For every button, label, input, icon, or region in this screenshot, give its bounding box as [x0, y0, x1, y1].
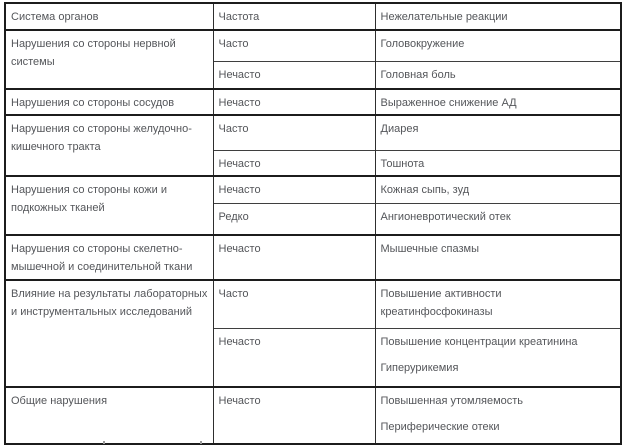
frequency-cell: Нечасто — [212, 328, 375, 387]
table-row: Нарушения со стороны нервной системы Част… — [4, 29, 621, 89]
organ-system-cell: Общие нарушения — [4, 385, 213, 444]
table-row: Влияние на результаты лабораторных и инс… — [4, 278, 621, 387]
frequency-cell: Часто — [212, 114, 375, 150]
frequency-cell: Часто — [212, 278, 375, 329]
reaction-text: Ангионевротический отек — [380, 211, 511, 223]
reactions-cell: Повышение активности креатинфосфокиназы — [374, 278, 621, 329]
reaction-text: Повышение активности креатинфосфокиназы — [380, 287, 502, 318]
table-row: Нечасто Головная боль — [5, 60, 621, 89]
clipped-glyph-mark — [200, 441, 202, 444]
clipped-glyph-mark — [103, 441, 105, 444]
reaction-text: Мышечные спазмы — [380, 242, 480, 255]
column-header-frequency: Частота — [212, 3, 375, 31]
frequency-cell: Редко — [212, 203, 375, 235]
reaction-text: Кожная сыпь, зуд — [380, 183, 470, 196]
reaction-text: Выраженное снижение АД — [380, 97, 517, 109]
adverse-reactions-table-container: Система органов Частота Нежелательные ре… — [4, 2, 622, 445]
table-row: Редко Ангионевротический отек — [5, 203, 621, 235]
reactions-cell: Повышение концентрации креатинина Гиперур… — [374, 328, 621, 387]
organ-system-cell: Влияние на результаты лабораторных и инс… — [4, 278, 213, 387]
clipped-text-remnant — [0, 441, 624, 445]
organ-system-cell: Нарушения со стороны кожи и подкожных тк… — [4, 174, 213, 235]
reactions-cell: Выраженное снижение АД — [374, 88, 621, 115]
frequency-cell: Нечасто — [212, 174, 375, 204]
reaction-text: Периферические отеки — [380, 420, 500, 433]
reactions-cell: Диарея — [374, 114, 621, 150]
column-header-organ-system: Система органов — [4, 3, 213, 31]
organ-system-cell: Нарушения со стороны скелетно-мышечной и… — [4, 233, 213, 280]
frequency-cell: Нечасто — [212, 385, 375, 444]
table-row: Нечасто Повышение концентрации креатинина… — [5, 328, 621, 387]
reaction-text: Повышенная утомляемость — [380, 394, 524, 407]
frequency-cell: Нечасто — [212, 149, 375, 176]
reactions-cell: Мышечные спазмы — [374, 233, 621, 280]
frequency-cell: Нечасто — [212, 88, 375, 115]
reaction-text: Диарея — [380, 123, 419, 135]
column-header-adverse-reactions: Нежелательные реакции — [374, 3, 621, 31]
reactions-cell: Повышенная утомляемость Периферические от… — [374, 385, 621, 444]
table-row: Нечасто Тошнота — [5, 149, 621, 176]
reactions-cell: Головокружение — [374, 29, 621, 61]
reaction-text: Тошнота — [380, 157, 425, 170]
table-row: Нарушения со стороны кожи и подкожных тк… — [4, 174, 621, 235]
organ-system-cell: Нарушения со стороны сосудов — [4, 88, 213, 115]
reaction-text: Повышение концентрации креатинина — [380, 336, 578, 348]
reactions-cell: Головная боль — [374, 60, 621, 89]
frequency-cell: Часто — [212, 29, 375, 61]
table-row: Общие нарушения Нечасто Повышенная утомляе… — [4, 385, 621, 444]
frequency-cell: Нечасто — [212, 233, 375, 280]
reactions-cell: Кожная сыпь, зуд — [374, 174, 621, 204]
adverse-reactions-table: Система органов Частота Нежелательные ре… — [4, 2, 622, 445]
table-body: Нарушения со стороны нервной системы Част… — [4, 29, 621, 444]
reaction-text: Головокружение — [380, 38, 465, 50]
reaction-text: Головная боль — [380, 68, 456, 81]
table-row: Нарушения со стороны сосудов Нечасто Выраж… — [4, 88, 621, 115]
table-row: Нарушения со стороны скелетно-мышечной и… — [4, 233, 621, 280]
table-header-row: Система органов Частота Нежелательные ре… — [4, 3, 621, 31]
table-row: Нарушения со стороны желудочно-кишечного… — [4, 114, 621, 176]
reactions-cell: Ангионевротический отек — [374, 203, 621, 235]
frequency-cell: Нечасто — [212, 60, 375, 89]
organ-system-cell: Нарушения со стороны нервной системы — [4, 29, 213, 89]
organ-system-cell: Нарушения со стороны желудочно-кишечного… — [4, 114, 213, 176]
reactions-cell: Тошнота — [374, 149, 621, 176]
reaction-text: Гиперурикемия — [380, 362, 459, 374]
